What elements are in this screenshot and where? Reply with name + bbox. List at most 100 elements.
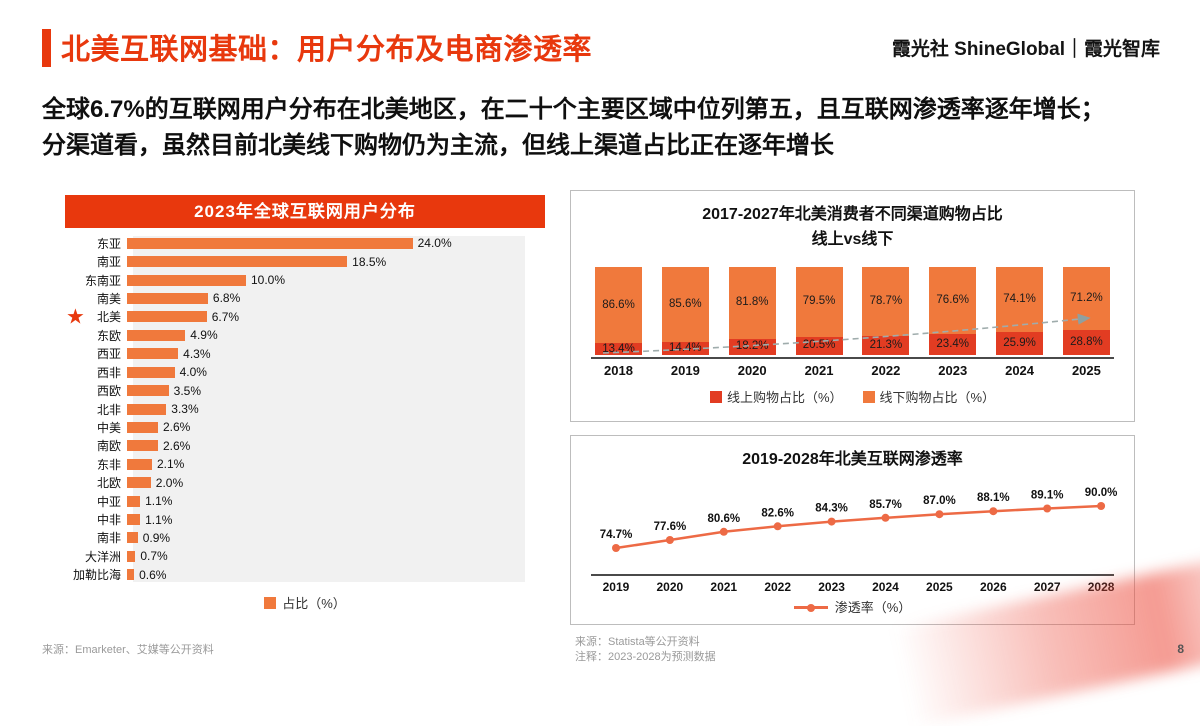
legend-label: 占比（%）: [282, 596, 346, 611]
x-axis-label: 2025: [1071, 363, 1101, 378]
bar-category-label: 西欧: [96, 384, 121, 399]
bar-category-label: 东南亚: [84, 273, 121, 288]
bar-category-label: 北美: [96, 310, 121, 325]
point-value-label: 89.1%: [1031, 490, 1064, 502]
penetration-line: [615, 504, 1102, 550]
bar-value-label: 2.0%: [155, 475, 184, 490]
x-axis-label: 2027: [1033, 580, 1061, 594]
bar: [127, 348, 179, 360]
header: 北美互联网基础：用户分布及电商渗透率 霞光社 ShineGlobal｜霞光智库: [42, 24, 1160, 72]
bar: [127, 403, 167, 415]
bar: [127, 532, 138, 544]
channel-chart-title: 2017-2027年北美消费者不同渠道购物占比: [702, 206, 1003, 223]
x-axis-label: 2026: [979, 580, 1007, 594]
legend-swatch-orange: [264, 597, 277, 609]
legend-line-swatch: [793, 603, 828, 612]
point-value-label: 85.7%: [869, 499, 902, 511]
data-point: [665, 536, 674, 544]
x-axis-label: 2024: [1005, 363, 1035, 378]
offline-segment: 78.7%: [862, 267, 910, 337]
legend-item: 线上购物占比（%）: [709, 387, 843, 406]
bar-value-label: 0.9%: [142, 530, 171, 545]
offline-segment: 76.6%: [929, 267, 977, 335]
bar-value-label: 3.5%: [173, 383, 201, 398]
offline-segment: 79.5%: [795, 267, 843, 337]
offline-segment: 81.8%: [728, 267, 776, 339]
x-axis-label: 2023: [818, 580, 845, 594]
bar-value-label: 3.3%: [171, 402, 199, 416]
bar-category-label: 中亚: [96, 494, 121, 509]
bar: [127, 292, 208, 304]
penetration-chart: 2019-2028年北美互联网渗透率 74.7% 77.6% 80.6% 82.6% 8…: [570, 435, 1135, 625]
bar-category-label: 大洋洲: [84, 549, 121, 564]
legend-label: 线下购物占比（%）: [879, 390, 996, 405]
channel-chart-subtitle: 线上vs线下: [811, 231, 894, 248]
point-value-label: 87.0%: [923, 495, 956, 507]
bar: [127, 550, 136, 562]
bar-row: 北欧 2.0%: [65, 473, 545, 491]
point-value-label: 90.0%: [1085, 487, 1118, 499]
bar: [127, 366, 175, 378]
bar-row: 东南亚 10.0%: [65, 271, 545, 289]
page-number: 8: [1177, 642, 1184, 656]
stacked-bar: 74.1% 25.9%: [996, 267, 1044, 355]
bar-category-label: 中美: [96, 420, 121, 435]
point-value-label: 74.7%: [600, 529, 633, 541]
data-point: [719, 527, 728, 536]
bar-value-label: 10.0%: [251, 273, 286, 288]
online-segment: 18.2%: [728, 338, 776, 355]
intro-text: 全球6.7%的互联网用户分布在北美地区，在二十个主要区域中位列第五，且互联网渗透…: [42, 96, 1105, 159]
bar: [127, 477, 151, 489]
data-point: [989, 507, 998, 516]
bar-value-label: 24.0%: [417, 236, 452, 251]
legend-swatch: [862, 391, 875, 403]
data-point: [612, 544, 620, 552]
data-point: [935, 510, 944, 519]
title-accent-bar: [42, 29, 51, 67]
legend-swatch: [709, 391, 722, 403]
penetration-line-plot: 74.7% 77.6% 80.6% 82.6% 84.3% 85.7% 87.0% 88.1%…: [600, 487, 1118, 552]
offline-segment: 86.6%: [595, 267, 642, 344]
point-value-label: 88.1%: [977, 492, 1010, 504]
x-axis-labels: 2018 2019 2020 2021 2022 2023 2024 2025: [595, 363, 1110, 378]
stacked-bars: 86.6% 13.4% 85.6% 14.4% 81.8% 18.2% 79.5% 20.5%…: [595, 267, 1110, 355]
online-segment: 21.3%: [862, 336, 910, 355]
bar-category-label: 西亚: [96, 347, 121, 362]
data-point: [827, 517, 836, 526]
stacked-bar: 71.2% 28.8%: [1062, 267, 1110, 355]
point-value-label: 82.6%: [761, 507, 794, 519]
data-point: [881, 513, 890, 522]
bar: [127, 440, 158, 452]
global-user-distribution-chart: 2023年全球互联网用户分布 东亚 24.0% 南亚 18.5% 东南亚 10.0% 南美 6…: [65, 195, 545, 612]
x-axis-label: 2021: [804, 363, 834, 378]
bar-row: 西亚 4.3%: [65, 345, 545, 363]
bar: [127, 274, 246, 286]
stacked-bar: 76.6% 23.4%: [929, 267, 977, 355]
bar-value-label: 18.5%: [352, 254, 387, 269]
stacked-bar: 78.7% 21.3%: [862, 267, 910, 355]
x-axis-label: 2023: [938, 363, 968, 378]
penetration-chart-title: 2019-2028年北美互联网渗透率: [742, 451, 963, 468]
bar: [127, 256, 348, 268]
data-point: [773, 522, 782, 531]
bar-row: 北非 3.3%: [65, 400, 545, 418]
channel-share-chart: 2017-2027年北美消费者不同渠道购物占比 线上vs线下 86.6% 13.4…: [570, 190, 1135, 422]
bar-value-label: 0.7%: [140, 549, 168, 564]
x-axis-labels: 2019 2020 2021 2022 2023 2024 2025 2026 2027 2028: [589, 580, 1128, 594]
data-point: [1043, 504, 1052, 513]
point-value-label: 84.3%: [815, 503, 848, 515]
bar-row: 西欧 3.5%: [65, 381, 545, 399]
source-note-left: 来源：Emarketer、艾媒等公开资料: [42, 644, 214, 656]
x-axis-line: [591, 574, 1114, 576]
penetration-chart-legend: 渗透率（%）: [571, 597, 1134, 616]
bar: [127, 329, 186, 341]
x-axis-label: 2021: [710, 580, 738, 594]
bar-category-label: 中非: [96, 513, 121, 528]
stacked-bar: 81.8% 18.2%: [728, 267, 776, 355]
bar-value-label: 0.6%: [139, 567, 167, 582]
bar: [127, 495, 141, 507]
stacked-bar: 85.6% 14.4%: [661, 267, 709, 355]
bar: [127, 458, 152, 470]
bar-value-label: 4.3%: [183, 346, 211, 361]
x-axis-label: 2019: [602, 580, 630, 594]
